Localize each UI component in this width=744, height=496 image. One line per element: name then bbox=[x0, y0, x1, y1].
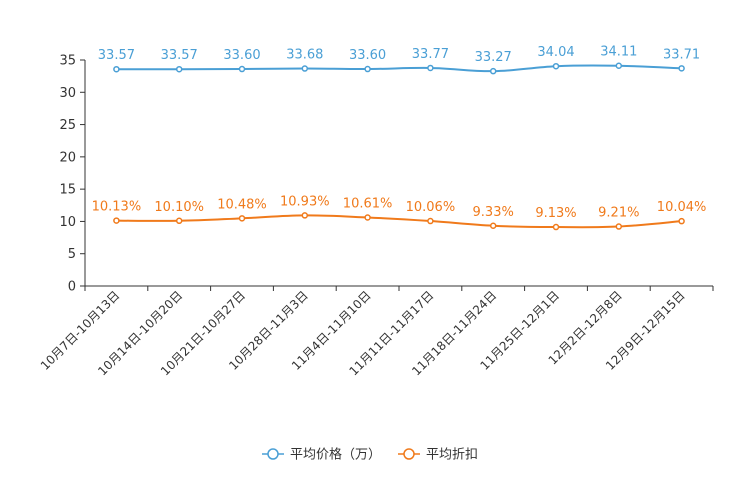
legend-item[interactable]: 平均折扣 bbox=[398, 448, 478, 463]
data-point bbox=[364, 214, 371, 221]
data-label: 33.71 bbox=[663, 47, 700, 62]
y-tick-label: 10 bbox=[59, 215, 76, 230]
data-point bbox=[301, 212, 309, 219]
data-label: 34.11 bbox=[600, 45, 637, 60]
data-point bbox=[427, 64, 434, 72]
data-label: 10.10% bbox=[154, 200, 204, 215]
data-point bbox=[301, 65, 309, 72]
legend-item[interactable]: 平均价格（万） bbox=[262, 447, 381, 463]
data-point bbox=[238, 65, 246, 73]
y-tick-label: 35 bbox=[59, 54, 76, 69]
data-point bbox=[113, 65, 120, 73]
data-point bbox=[175, 65, 183, 73]
legend-marker-icon bbox=[267, 448, 279, 460]
legend-marker-icon bbox=[403, 448, 415, 460]
data-label: 9.13% bbox=[535, 206, 576, 221]
series-line-avg-discount bbox=[116, 214, 682, 229]
data-point bbox=[615, 62, 623, 69]
y-tick-label: 20 bbox=[59, 150, 76, 165]
data-point bbox=[489, 67, 497, 75]
data-point bbox=[678, 217, 685, 225]
data-label: 9.33% bbox=[473, 205, 514, 220]
data-label: 10.13% bbox=[92, 200, 142, 215]
data-point bbox=[615, 223, 623, 230]
series-line-avg-price bbox=[116, 64, 682, 73]
data-label: 10.06% bbox=[406, 200, 456, 215]
data-point bbox=[175, 217, 183, 225]
y-tick-label: 25 bbox=[59, 118, 76, 133]
data-label: 10.61% bbox=[343, 196, 393, 211]
y-tick-label: 0 bbox=[68, 280, 76, 295]
legend-label: 平均折扣 bbox=[426, 448, 478, 463]
data-point bbox=[238, 215, 246, 222]
data-point bbox=[427, 217, 434, 225]
data-label: 33.68 bbox=[286, 48, 323, 63]
data-label: 10.04% bbox=[657, 200, 707, 215]
data-point bbox=[552, 223, 560, 231]
data-label: 33.60 bbox=[223, 48, 260, 63]
data-label: 34.04 bbox=[537, 45, 574, 60]
y-tick-label: 5 bbox=[68, 247, 76, 262]
data-point bbox=[678, 65, 685, 72]
data-point bbox=[552, 62, 560, 70]
data-point bbox=[489, 222, 497, 230]
data-label: 33.57 bbox=[98, 48, 135, 63]
data-point bbox=[364, 65, 371, 73]
y-tick-label: 30 bbox=[59, 86, 76, 101]
data-label: 33.60 bbox=[349, 48, 386, 63]
y-tick-label: 15 bbox=[59, 183, 76, 198]
data-label: 33.27 bbox=[475, 50, 512, 65]
data-point bbox=[113, 217, 120, 224]
legend-label: 平均价格（万） bbox=[290, 447, 381, 463]
data-label: 33.57 bbox=[161, 48, 198, 63]
data-label: 9.21% bbox=[598, 206, 639, 221]
data-label: 33.77 bbox=[412, 47, 449, 62]
data-label: 10.93% bbox=[280, 194, 330, 209]
data-label: 10.48% bbox=[217, 197, 267, 212]
